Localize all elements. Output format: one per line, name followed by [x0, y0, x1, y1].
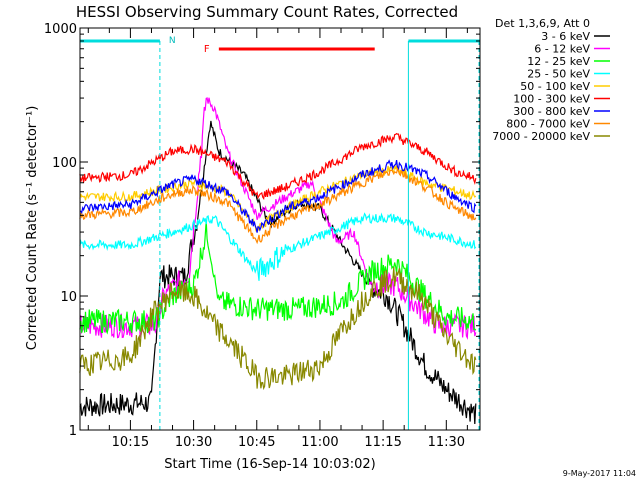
footer-timestamp: 9-May-2017 11:04 [563, 469, 636, 478]
y-axis-label: Corrected Count Rate (s⁻¹ detector⁻¹) [25, 106, 40, 351]
legend-label-5: 100 - 300 keV [513, 93, 590, 106]
legend-label-7: 800 - 7000 keV [506, 118, 590, 131]
legend-label-8: 7000 - 20000 keV [492, 130, 590, 143]
series-line-8 [79, 266, 477, 391]
y-tick-label: 1000 [44, 22, 77, 37]
legend-label-1: 6 - 12 keV [534, 43, 590, 56]
legend-label-4: 50 - 100 keV [520, 80, 590, 93]
x-tick-label: 10:15 [112, 435, 149, 450]
x-tick-label: 11:30 [428, 435, 465, 450]
legend-title: Det 1,3,6,9, Att 0 [495, 17, 590, 30]
series-line-2 [79, 220, 477, 335]
legend-label-6: 300 - 800 keV [513, 105, 590, 118]
chart-title: HESSI Observing Summary Count Rates, Cor… [76, 3, 458, 21]
series-line-5 [79, 132, 477, 201]
series-line-0 [79, 120, 477, 425]
x-tick-label: 11:00 [301, 435, 338, 450]
y-tick-label: 1 [69, 424, 77, 439]
series-line-7 [79, 166, 477, 245]
legend-label-2: 12 - 25 keV [527, 55, 590, 68]
x-tick-label: 11:15 [364, 435, 401, 450]
series-line-6 [79, 159, 477, 233]
series-line-3 [79, 212, 477, 281]
series-line-4 [79, 165, 477, 232]
plot-frame [79, 27, 481, 431]
series-line-1 [79, 97, 477, 340]
y-tick-label: 100 [52, 156, 77, 171]
night-flag-label: N [169, 36, 176, 46]
x-tick-label: 10:30 [175, 435, 212, 450]
x-tick-label: 10:45 [238, 435, 275, 450]
legend-label-0: 3 - 6 keV [541, 30, 590, 43]
flare-flag-label: F [204, 44, 210, 55]
x-axis-label: Start Time (16-Sep-14 10:03:02) [164, 457, 375, 472]
legend-label-3: 25 - 50 keV [527, 68, 590, 81]
y-tick-label: 10 [60, 290, 77, 305]
